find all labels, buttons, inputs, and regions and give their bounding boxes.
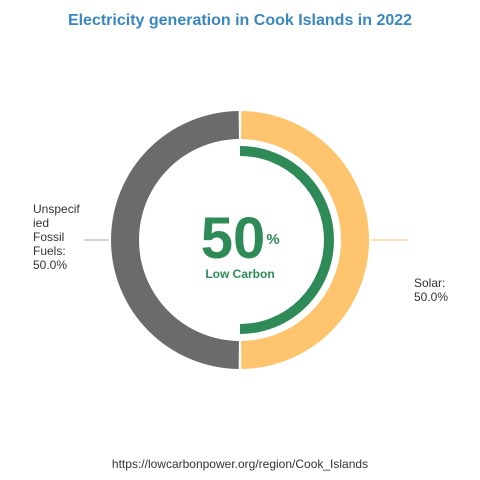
low-carbon-arc <box>239 146 335 334</box>
slice-label-line: 50.0% <box>414 290 448 304</box>
slice-label-line: Unspecif <box>33 202 80 216</box>
center-caption: Low Carbon <box>205 267 274 281</box>
center-unit: % <box>266 231 279 248</box>
donut-slices <box>111 111 369 369</box>
slice-label-line: Fuels: <box>33 244 66 258</box>
slice-label: Solar: 50.0% <box>414 276 448 304</box>
slice-solar <box>241 111 369 369</box>
slice-unspecified-fossil-fuels <box>111 111 239 369</box>
slice-labels: Solar: 50.0%Unspecif ied Fossil Fuels: 50.0% <box>33 202 448 304</box>
chart-title: Electricity generation in Cook Islands i… <box>68 12 412 29</box>
slice-label-line: Fossil <box>33 230 64 244</box>
slice-label-line: ied <box>33 216 49 230</box>
slice-label: Unspecif ied Fossil Fuels: 50.0% <box>33 202 80 272</box>
source-url: https://lowcarbonpower.org/region/Cook_I… <box>112 457 368 471</box>
slice-label-line: 50.0% <box>33 258 67 272</box>
center-value: 50 <box>201 206 266 271</box>
slice-label-line: Solar: <box>414 276 445 290</box>
